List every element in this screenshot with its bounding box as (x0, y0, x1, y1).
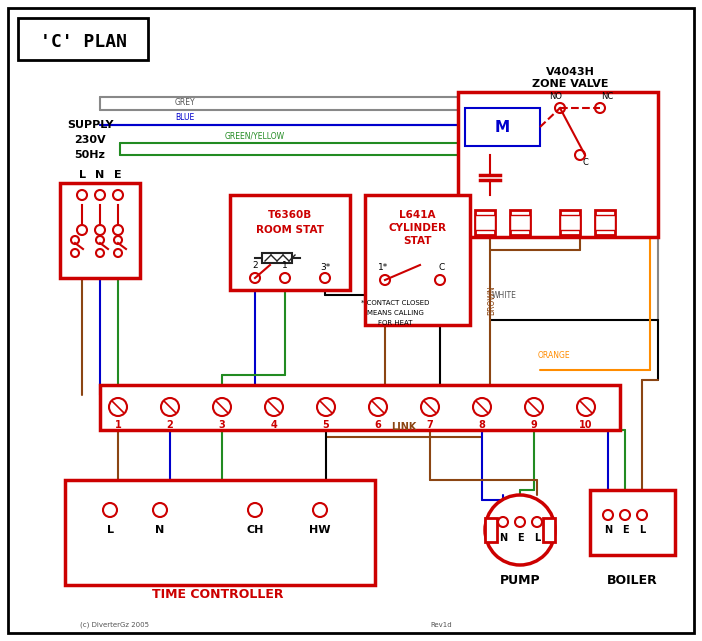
Bar (510, 215, 530, 230)
Bar (595, 210, 615, 235)
Text: NO: NO (550, 92, 562, 101)
Text: BROWN: BROWN (487, 285, 496, 315)
Text: 3*: 3* (320, 263, 330, 272)
Text: ROOM STAT: ROOM STAT (256, 225, 324, 235)
Text: 5: 5 (323, 420, 329, 430)
Text: N: N (499, 533, 507, 543)
Text: CH: CH (246, 525, 264, 535)
FancyBboxPatch shape (365, 195, 470, 325)
Text: L641A: L641A (399, 210, 435, 220)
Text: L: L (534, 533, 540, 543)
Text: E: E (517, 533, 523, 543)
Text: (c) DiverterGz 2005: (c) DiverterGz 2005 (80, 622, 149, 628)
Text: WHITE: WHITE (492, 290, 517, 299)
FancyBboxPatch shape (60, 183, 140, 278)
Text: C: C (439, 263, 445, 272)
Bar (510, 210, 530, 235)
Text: 10: 10 (579, 420, 592, 430)
Text: * CONTACT CLOSED: * CONTACT CLOSED (361, 300, 429, 306)
FancyBboxPatch shape (230, 195, 350, 290)
Text: STAT: STAT (403, 236, 431, 246)
Text: CYLINDER: CYLINDER (388, 223, 446, 233)
Text: N: N (604, 525, 612, 535)
Text: L: L (79, 170, 86, 180)
Bar (543, 518, 555, 542)
FancyBboxPatch shape (465, 108, 540, 146)
Bar (560, 210, 580, 235)
Text: N: N (155, 525, 165, 535)
Text: 3: 3 (218, 420, 225, 430)
Text: 4: 4 (271, 420, 277, 430)
Text: V4043H: V4043H (545, 67, 595, 77)
Bar (595, 215, 615, 230)
Text: E: E (622, 525, 628, 535)
Text: 7: 7 (427, 420, 433, 430)
Text: Rev1d: Rev1d (430, 622, 451, 628)
Text: E: E (114, 170, 122, 180)
Text: MEANS CALLING: MEANS CALLING (366, 310, 423, 316)
Text: 2: 2 (252, 261, 258, 270)
FancyBboxPatch shape (590, 490, 675, 555)
FancyBboxPatch shape (8, 8, 694, 633)
Text: 1*: 1* (378, 263, 388, 272)
Text: SUPPLY: SUPPLY (67, 120, 113, 130)
Bar (475, 210, 495, 235)
Bar (262, 253, 292, 263)
FancyBboxPatch shape (18, 18, 148, 60)
Bar (560, 215, 580, 230)
Text: GREY: GREY (175, 98, 196, 107)
Text: T6360B: T6360B (268, 210, 312, 220)
Text: BOILER: BOILER (607, 574, 657, 587)
Text: 9: 9 (531, 420, 537, 430)
FancyBboxPatch shape (100, 385, 620, 430)
Text: GREEN/YELLOW: GREEN/YELLOW (225, 131, 285, 140)
Text: FOR HEAT: FOR HEAT (378, 320, 412, 326)
Text: NC: NC (601, 92, 614, 101)
Text: L: L (107, 525, 114, 535)
Text: PUMP: PUMP (500, 574, 541, 587)
FancyBboxPatch shape (65, 480, 375, 585)
Text: 50Hz: 50Hz (74, 150, 105, 160)
Text: L: L (639, 525, 645, 535)
Text: LINK: LINK (391, 422, 417, 432)
Text: 6: 6 (375, 420, 381, 430)
Text: 1: 1 (114, 420, 121, 430)
Text: ORANGE: ORANGE (538, 351, 571, 360)
Text: 'C' PLAN: 'C' PLAN (39, 33, 126, 51)
Text: 8: 8 (479, 420, 486, 430)
Text: BLUE: BLUE (175, 113, 194, 122)
Text: C: C (582, 158, 588, 167)
Text: 1: 1 (282, 261, 288, 270)
Text: TIME CONTROLLER: TIME CONTROLLER (152, 588, 284, 601)
Text: ZONE VALVE: ZONE VALVE (531, 79, 608, 89)
Text: HW: HW (310, 525, 331, 535)
Text: M: M (494, 119, 510, 135)
Text: 230V: 230V (74, 135, 106, 145)
Text: N: N (95, 170, 105, 180)
Bar (475, 215, 495, 230)
FancyBboxPatch shape (458, 92, 658, 237)
Text: 2: 2 (166, 420, 173, 430)
Bar (485, 518, 497, 542)
